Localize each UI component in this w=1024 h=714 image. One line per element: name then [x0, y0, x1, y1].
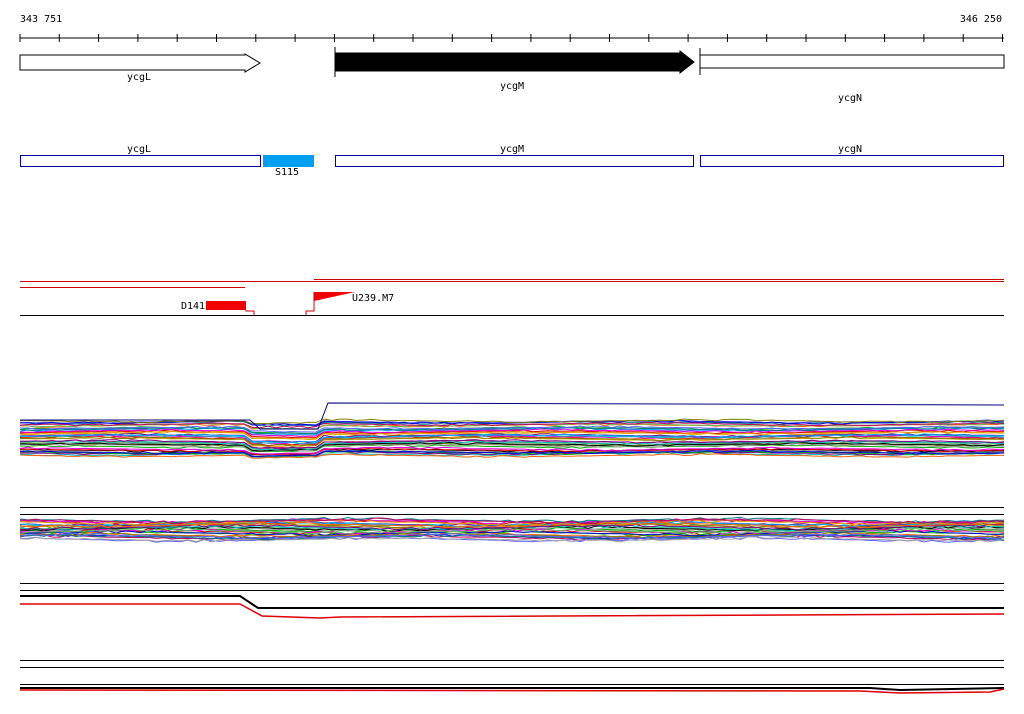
- feature-label: S115: [275, 167, 299, 178]
- profile-line: [20, 595, 1004, 609]
- profile-line: [19, 517, 1005, 525]
- marker-flag: [314, 292, 355, 301]
- feature-label: ycgM: [500, 144, 524, 155]
- profile-line: [19, 444, 1005, 453]
- profile-line: [19, 443, 1005, 452]
- marker-label: D141: [181, 301, 205, 312]
- profile-line: [20, 425, 1005, 433]
- profile-line: [19, 418, 1005, 425]
- profile-line: [20, 439, 1005, 450]
- ruler-ticks: [19, 34, 1003, 42]
- feature-box: [20, 155, 261, 167]
- gene-box: [699, 54, 1005, 69]
- profile-line: [19, 430, 1004, 440]
- gene-label: ycgM: [500, 81, 524, 92]
- profile-line: [19, 422, 1005, 429]
- profile-line: [19, 536, 1005, 543]
- profile-line: [19, 536, 1005, 543]
- profile-line: [19, 433, 1005, 443]
- profile-line: [19, 426, 1005, 434]
- profile-tracks: [19, 402, 1005, 694]
- profile-line: [19, 449, 1005, 458]
- ruler-start: 343 751: [20, 14, 62, 25]
- profile-line: [20, 687, 1005, 692]
- profile-line: [19, 453, 1004, 459]
- marker-step: [245, 310, 255, 315]
- gene-arrow: [334, 49, 695, 75]
- profile-line: [19, 436, 1005, 447]
- profile-line: [19, 433, 1005, 445]
- gene-arrow: [19, 53, 261, 73]
- profile-line: [19, 440, 1005, 451]
- profile-line: [19, 451, 1005, 458]
- feature-box: [700, 155, 1004, 167]
- marker-step: [305, 292, 315, 315]
- profile-line: [19, 532, 1005, 540]
- profile-line: [19, 428, 1005, 437]
- profile-line: [19, 446, 1004, 455]
- profile-line: [20, 402, 1005, 430]
- profile-line: [19, 688, 1005, 694]
- profile-line: [19, 441, 1005, 452]
- feature-label: ycgL: [127, 144, 151, 155]
- feature-label: ycgN: [838, 144, 862, 155]
- gene-label: ycgN: [838, 93, 862, 104]
- marker-block: [206, 301, 246, 310]
- profile-line: [19, 534, 1005, 541]
- profile-line: [19, 429, 1005, 439]
- profile-line: [20, 603, 1005, 619]
- profile-line: [19, 530, 1005, 537]
- marker-label: U239.M7: [352, 293, 394, 304]
- ruler-end: 346 250: [960, 14, 1002, 25]
- feature-box: [335, 155, 694, 167]
- profile-line: [20, 430, 1005, 441]
- profile-line: [19, 528, 1004, 535]
- gene-label: ycgL: [127, 72, 151, 83]
- profile-line: [19, 521, 1005, 529]
- feature-block: [263, 155, 314, 167]
- profile-line: [19, 447, 1005, 456]
- profile-line: [19, 519, 1005, 527]
